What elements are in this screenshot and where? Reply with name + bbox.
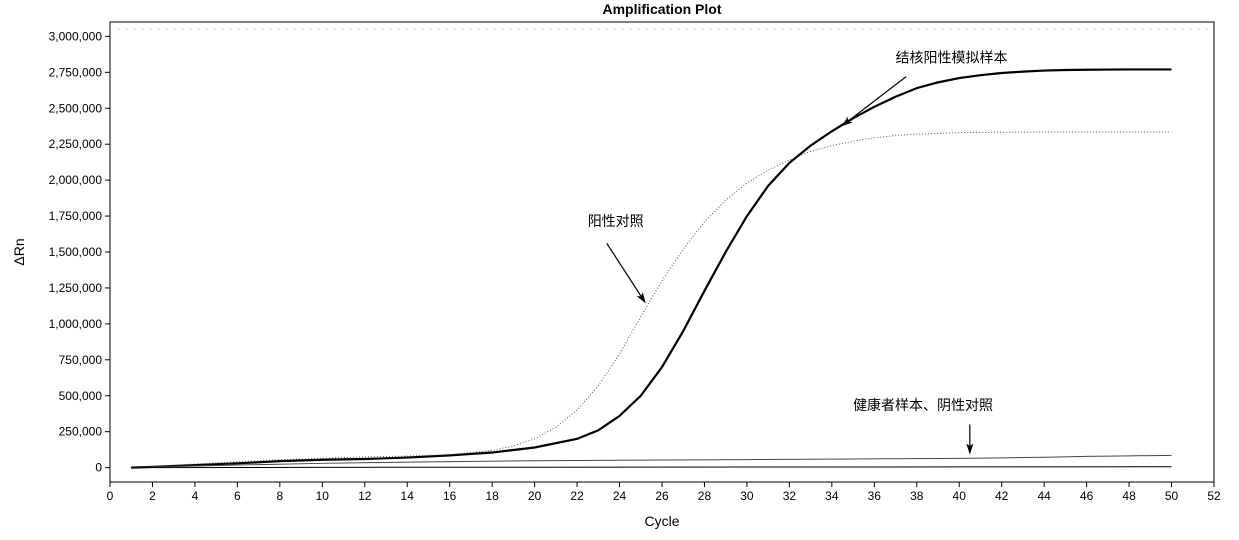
y-axis-title: ΔRn bbox=[11, 238, 27, 265]
y-tick-label: 1,750,000 bbox=[49, 209, 103, 223]
chart-title: Amplification Plot bbox=[603, 1, 722, 17]
y-tick-label: 0 bbox=[95, 461, 102, 475]
y-tick-label: 2,500,000 bbox=[49, 101, 103, 115]
x-tick-label: 22 bbox=[570, 489, 584, 503]
x-axis-title: Cycle bbox=[644, 513, 679, 529]
x-tick-label: 38 bbox=[910, 489, 924, 503]
x-tick-label: 36 bbox=[868, 489, 882, 503]
x-tick-label: 8 bbox=[277, 489, 284, 503]
x-tick-label: 26 bbox=[655, 489, 669, 503]
x-tick-label: 46 bbox=[1080, 489, 1094, 503]
y-tick-label: 750,000 bbox=[59, 353, 103, 367]
x-tick-label: 52 bbox=[1207, 489, 1221, 503]
y-tick-label: 500,000 bbox=[59, 389, 103, 403]
x-tick-label: 34 bbox=[825, 489, 839, 503]
x-tick-label: 10 bbox=[316, 489, 330, 503]
x-tick-label: 14 bbox=[401, 489, 415, 503]
x-tick-label: 12 bbox=[358, 489, 372, 503]
x-tick-label: 28 bbox=[698, 489, 712, 503]
x-tick-label: 6 bbox=[234, 489, 241, 503]
y-tick-label: 2,000,000 bbox=[49, 173, 103, 187]
y-tick-label: 1,000,000 bbox=[49, 317, 103, 331]
x-tick-label: 44 bbox=[1037, 489, 1051, 503]
x-tick-label: 0 bbox=[107, 489, 114, 503]
amplification-plot: 0 250,000 500,000 750,000 1,000,000 1,250,000… bbox=[0, 0, 1239, 540]
x-tick-label: 20 bbox=[528, 489, 542, 503]
ann_tb_positive-label: 结核阳性模拟样本 bbox=[896, 49, 1008, 65]
y-tick-label: 3,000,000 bbox=[49, 29, 103, 43]
y-tick-label: 2,250,000 bbox=[49, 137, 103, 151]
x-tick-label: 48 bbox=[1122, 489, 1136, 503]
y-tick-label: 2,750,000 bbox=[49, 65, 103, 79]
x-tick-label: 32 bbox=[783, 489, 797, 503]
x-tick-label: 40 bbox=[953, 489, 967, 503]
plot-area bbox=[110, 22, 1214, 482]
y-tick-label: 1,500,000 bbox=[49, 245, 103, 259]
y-tick-label: 250,000 bbox=[59, 425, 103, 439]
x-tick-label: 50 bbox=[1165, 489, 1179, 503]
x-tick-label: 4 bbox=[192, 489, 199, 503]
chart-svg: 0 250,000 500,000 750,000 1,000,000 1,250,000… bbox=[0, 0, 1239, 540]
x-tick-label: 42 bbox=[995, 489, 1009, 503]
ann_positive_control-label: 阳性对照 bbox=[588, 213, 644, 229]
x-tick-label: 30 bbox=[740, 489, 754, 503]
x-tick-label: 2 bbox=[149, 489, 156, 503]
x-tick-label: 16 bbox=[443, 489, 457, 503]
x-tick-label: 18 bbox=[485, 489, 499, 503]
y-tick-label: 1,250,000 bbox=[49, 281, 103, 295]
ann_healthy_negative-label: 健康者样本、阴性对照 bbox=[853, 397, 993, 413]
x-tick-label: 24 bbox=[613, 489, 627, 503]
